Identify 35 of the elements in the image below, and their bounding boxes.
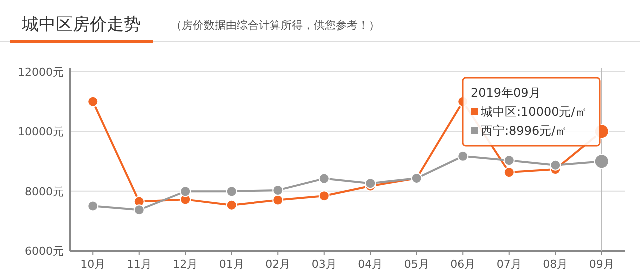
- x-tick-label: 09月: [589, 258, 614, 271]
- x-tick-label: 04月: [358, 258, 384, 271]
- x-tick-label: 01月: [219, 258, 244, 271]
- point: [226, 200, 238, 211]
- x-tick-label: 02月: [266, 258, 291, 271]
- point: [226, 186, 238, 198]
- x-tick-label: 05月: [404, 258, 430, 271]
- point: [272, 184, 284, 196]
- point: [88, 96, 99, 108]
- point: [318, 173, 330, 184]
- x-tick-label: 10月: [80, 258, 106, 271]
- x-tick-label: 06月: [450, 258, 476, 271]
- point: [504, 155, 515, 166]
- chart-subtitle: （房价数据由综合计算所得，供您参考！）: [171, 19, 380, 32]
- tooltip: 2019年09月 城中区:10000元/㎡ 西宁:8996元/㎡: [462, 77, 601, 147]
- point: [88, 200, 99, 212]
- x-tick-label: 03月: [312, 258, 337, 271]
- x-tick-label: 11月: [126, 258, 152, 271]
- y-tick-label: 8000元: [25, 185, 64, 198]
- point: [504, 167, 515, 178]
- chart-title: 城中区房价走势: [21, 15, 141, 35]
- point: [318, 190, 330, 202]
- point: [134, 204, 145, 216]
- annotation: 2019年09月: [471, 86, 541, 100]
- point: [458, 150, 469, 162]
- point: [272, 194, 284, 206]
- x-tick-label: 07月: [496, 258, 522, 271]
- point: [550, 160, 562, 171]
- x-tick-label: 12月: [173, 258, 198, 271]
- y-tick-label: 12000元: [18, 66, 64, 79]
- y-tick-label: 6000元: [25, 245, 64, 258]
- x-tick-label: 08月: [543, 258, 568, 271]
- y-tick-label: 10000元: [18, 126, 64, 139]
- point: [180, 186, 192, 198]
- point: [365, 178, 376, 190]
